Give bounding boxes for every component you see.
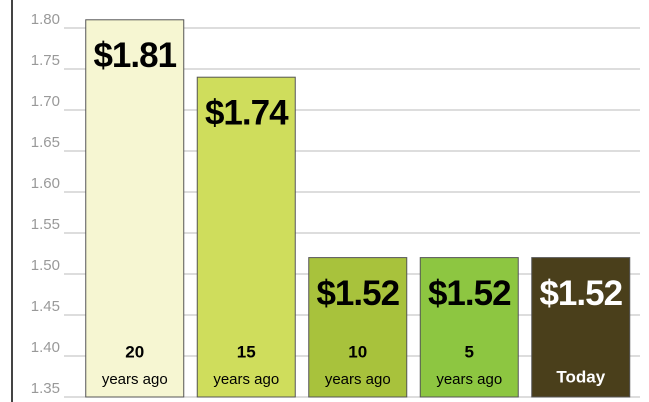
x-tick-label: 5 bbox=[465, 342, 474, 361]
bar bbox=[85, 19, 185, 398]
bar bbox=[196, 76, 296, 398]
y-tick-label: 1.60 bbox=[31, 175, 60, 192]
x-tick-label: 15 bbox=[237, 342, 256, 361]
value-label: $1.52 bbox=[428, 274, 511, 313]
x-tick-label: years ago bbox=[102, 371, 168, 388]
y-tick-label: 1.55 bbox=[31, 216, 60, 233]
y-tick-label: 1.80 bbox=[31, 11, 60, 28]
value-label: $1.81 bbox=[93, 36, 176, 75]
y-tick-label: 1.50 bbox=[31, 257, 60, 274]
bar bbox=[419, 257, 519, 398]
x-tick-label: years ago bbox=[436, 371, 502, 388]
y-tick-label: 1.65 bbox=[31, 134, 60, 151]
x-tick-label: Today bbox=[556, 367, 605, 386]
value-label: $1.74 bbox=[205, 93, 289, 132]
y-tick-label: 1.35 bbox=[31, 380, 60, 397]
value-label: $1.52 bbox=[316, 274, 399, 313]
bar bbox=[308, 257, 408, 398]
x-tick-label: years ago bbox=[325, 371, 391, 388]
x-tick-label: 10 bbox=[348, 342, 367, 361]
y-tick-label: 1.70 bbox=[31, 93, 60, 110]
y-tick-label: 1.45 bbox=[31, 298, 60, 315]
bar bbox=[531, 257, 631, 398]
y-tick-label: 1.40 bbox=[31, 339, 60, 356]
x-tick-label: 20 bbox=[125, 342, 144, 361]
y-tick-label: 1.75 bbox=[31, 52, 60, 69]
x-tick-label: years ago bbox=[213, 371, 279, 388]
value-label: $1.52 bbox=[539, 274, 622, 313]
